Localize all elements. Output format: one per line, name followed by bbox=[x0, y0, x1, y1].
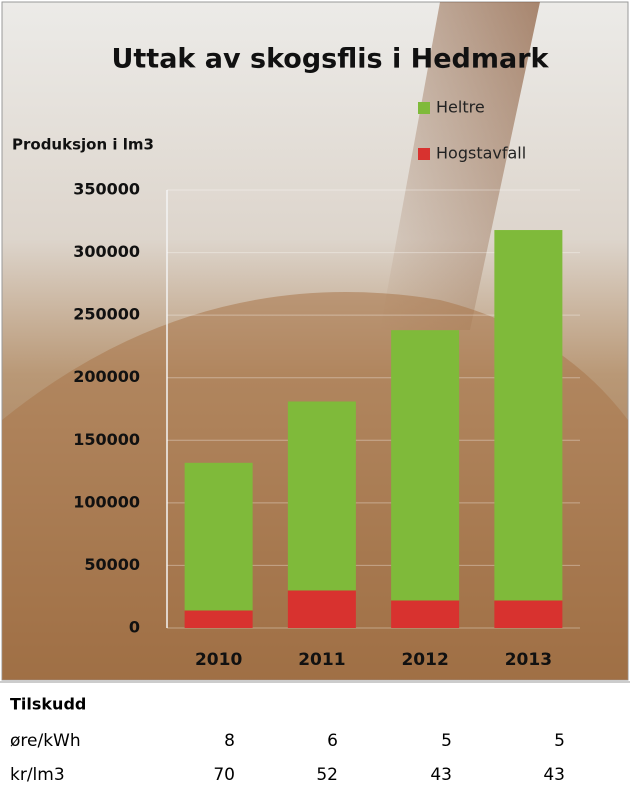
legend-swatch bbox=[418, 148, 430, 160]
x-tick-label: 2010 bbox=[195, 650, 242, 670]
table-row-label: øre/kWh bbox=[10, 731, 81, 751]
legend-label: Heltre bbox=[436, 98, 485, 117]
table-row-label: kr/lm3 bbox=[10, 765, 65, 785]
y-tick-label: 100000 bbox=[73, 492, 140, 511]
y-tick-label: 150000 bbox=[73, 430, 140, 449]
x-tick-label: 2012 bbox=[401, 650, 448, 670]
bar-segment bbox=[494, 600, 563, 628]
table-cell: 43 bbox=[430, 765, 452, 785]
table-cell: 43 bbox=[543, 765, 565, 785]
legend-swatch bbox=[418, 102, 430, 114]
legend-label: Hogstavfall bbox=[436, 144, 526, 163]
bar-segment bbox=[494, 230, 563, 601]
table-cell: 5 bbox=[441, 731, 452, 751]
y-tick-label: 350000 bbox=[73, 180, 140, 199]
chart-title: Uttak av skogsflis i Hedmark bbox=[111, 44, 549, 75]
background-stream bbox=[380, 2, 540, 330]
bar-segment bbox=[391, 330, 460, 601]
table-cell: 70 bbox=[213, 765, 235, 785]
x-tick-label: 2011 bbox=[298, 650, 345, 670]
table-header: Tilskudd bbox=[10, 695, 86, 714]
bar-segment bbox=[184, 610, 253, 628]
y-tick-label: 200000 bbox=[73, 367, 140, 386]
table-cell: 52 bbox=[316, 765, 338, 785]
bar-segment bbox=[184, 462, 253, 611]
y-tick-label: 0 bbox=[129, 618, 140, 637]
bar-segment bbox=[391, 600, 460, 628]
table-cell: 5 bbox=[554, 731, 565, 751]
y-axis-label: Produksjon i lm3 bbox=[12, 136, 154, 154]
bar-segment bbox=[287, 401, 356, 591]
y-tick-label: 50000 bbox=[84, 555, 140, 574]
bar-segment bbox=[287, 590, 356, 628]
table-cell: 6 bbox=[327, 731, 338, 751]
table-cell: 8 bbox=[224, 731, 235, 751]
x-tick-label: 2013 bbox=[505, 650, 552, 670]
y-tick-label: 300000 bbox=[73, 242, 140, 261]
y-tick-label: 250000 bbox=[73, 305, 140, 324]
